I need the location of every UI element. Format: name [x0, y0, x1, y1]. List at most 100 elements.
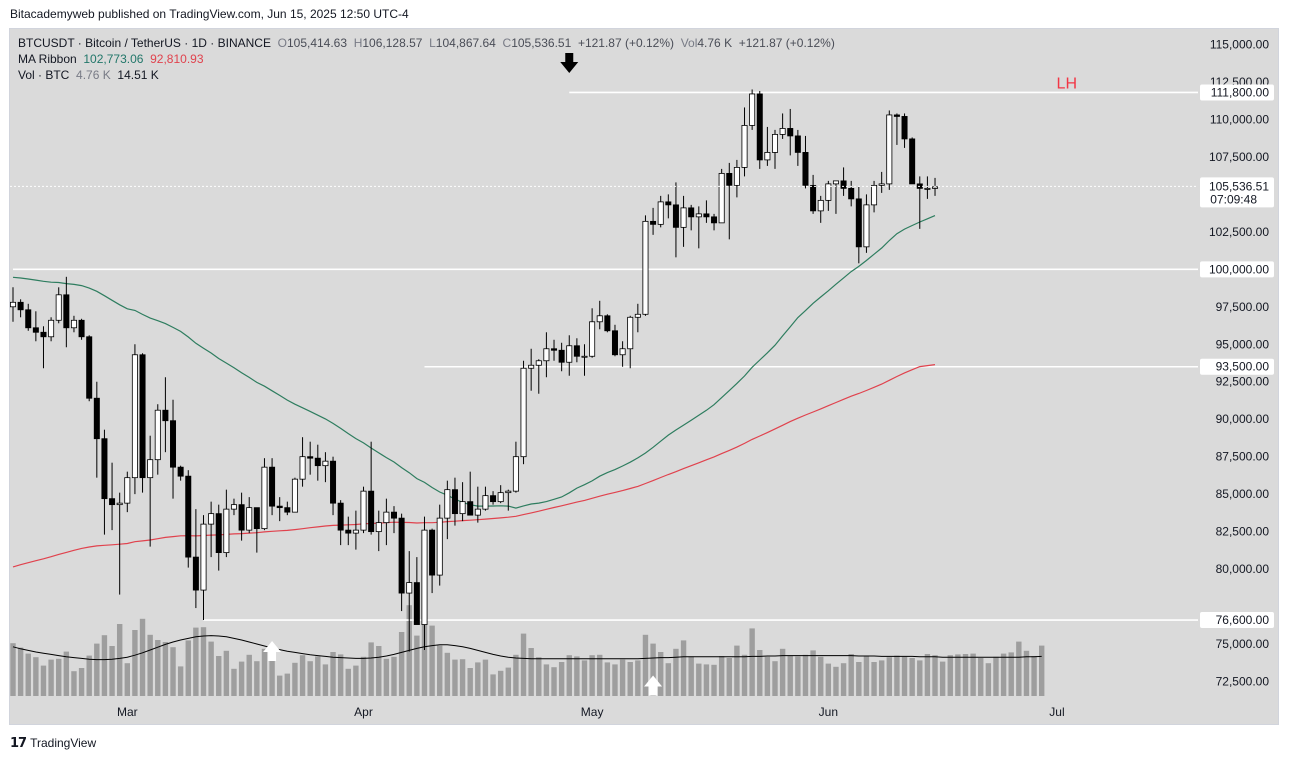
- candle-body: [672, 204, 679, 228]
- volume-bar: [833, 666, 839, 696]
- close-label: C: [502, 36, 512, 50]
- volume-bar: [482, 659, 489, 696]
- candle-body: [474, 508, 481, 516]
- volume-bar: [185, 640, 191, 696]
- candle-body: [208, 513, 215, 525]
- legend-ma-row[interactable]: MA Ribbon 102,773.06 92,810.93: [18, 51, 835, 67]
- open-label: O: [277, 36, 287, 50]
- candle-body: [893, 114, 900, 117]
- footer-brand[interactable]: 𝟭𝟳 TradingView: [10, 735, 96, 751]
- volume-bar: [170, 647, 176, 696]
- volume-bar: [696, 663, 702, 696]
- high-label: H: [353, 36, 363, 50]
- volume-bar: [718, 656, 725, 696]
- candle-body: [78, 319, 85, 338]
- candle-body: [276, 505, 283, 509]
- price-tick-label: 95,000.00: [1216, 337, 1270, 351]
- volume-bar: [597, 654, 603, 696]
- candle-body: [352, 529, 359, 534]
- candle-body: [726, 172, 733, 186]
- candle-body: [558, 349, 565, 363]
- symbol-title[interactable]: BTCUSDT · Bitcoin / TetherUS · 1D · BINA…: [18, 36, 271, 50]
- volume-bar: [490, 674, 496, 696]
- volume-bar: [391, 656, 397, 696]
- candle-body: [345, 529, 352, 534]
- candle-body: [139, 354, 146, 479]
- volume-bar: [261, 648, 268, 696]
- volume-bar: [452, 659, 458, 696]
- candle-body: [665, 201, 672, 206]
- volume-bar: [955, 654, 961, 696]
- annotation-label: LH: [1057, 75, 1077, 92]
- candle-body: [878, 183, 885, 186]
- volume-bar: [840, 663, 847, 696]
- arrow-up-icon: [263, 641, 282, 662]
- candle-body: [848, 187, 855, 200]
- volume-bar: [56, 658, 62, 696]
- price-tick-label: 87,500.00: [1216, 450, 1270, 464]
- volume-bar: [284, 673, 291, 696]
- price-tick-label: 115,000.00: [1210, 37, 1269, 51]
- candle-body: [718, 172, 725, 224]
- volume-bar: [505, 667, 511, 696]
- volume-bar: [673, 648, 679, 696]
- volume-bar: [665, 663, 672, 696]
- volume-bar: [932, 655, 938, 696]
- volume-bar: [589, 655, 595, 696]
- candle-body: [825, 183, 832, 201]
- price-chart[interactable]: LH 115,000.00112,500.00110,000.00107,500…: [10, 29, 1278, 724]
- price-badge: [1200, 358, 1274, 375]
- candle-body: [505, 490, 512, 494]
- time-tick-label: Jul: [1049, 705, 1064, 719]
- volume-bar: [437, 645, 443, 696]
- volume-bar: [528, 648, 534, 696]
- candle-body: [581, 355, 588, 358]
- volume-bar: [147, 634, 153, 696]
- price-tick-label: 75,000.00: [1216, 637, 1270, 651]
- candle-body: [909, 138, 916, 185]
- volume-bar: [650, 643, 656, 696]
- candle-body: [573, 345, 580, 357]
- candle-body: [772, 134, 779, 153]
- volume-bar: [345, 668, 351, 696]
- candle-body: [330, 460, 337, 504]
- candle-body: [192, 556, 199, 591]
- candle-body: [787, 128, 794, 137]
- price-badge-label: 93,500.00: [1216, 360, 1270, 374]
- volume-bar: [642, 634, 649, 696]
- candle-body: [215, 513, 222, 554]
- volume-bar: [802, 654, 809, 696]
- candlesticks: [10, 89, 939, 652]
- volume-bar: [71, 671, 77, 696]
- volume-bar: [787, 655, 793, 696]
- legend-volume-row[interactable]: Vol · BTC 4.76 K 14.51 K: [18, 67, 835, 83]
- candle-body: [337, 502, 344, 531]
- candle-body: [10, 301, 16, 308]
- candle-body: [307, 456, 314, 459]
- candle-body: [246, 507, 253, 531]
- volume-bar: [551, 667, 557, 696]
- ma-short-line: [12, 215, 936, 509]
- moving-averages: [12, 215, 936, 568]
- candle-body: [390, 511, 397, 519]
- price-tick-label: 110,000.00: [1210, 112, 1269, 126]
- candle-body: [269, 466, 276, 507]
- candle-body: [482, 495, 489, 510]
- candle-body: [497, 492, 504, 503]
- candle-body: [764, 152, 771, 161]
- volume-bar: [825, 663, 832, 696]
- volume-bar: [703, 664, 710, 696]
- price-badge-label: 100,000.00: [1209, 262, 1269, 276]
- candle-body: [512, 456, 519, 492]
- candle-body: [429, 529, 436, 576]
- candle-body: [17, 301, 24, 311]
- horizontal-levels: [13, 91, 1198, 621]
- price-badge: [1200, 261, 1274, 278]
- candle-body: [589, 321, 596, 357]
- volume-bar: [1016, 641, 1022, 696]
- volume-bar: [497, 670, 504, 696]
- candle-body: [794, 135, 801, 153]
- volume-bar: [360, 656, 367, 696]
- candle-body: [528, 364, 535, 369]
- change-value: +121.87 (+0.12%): [577, 36, 675, 50]
